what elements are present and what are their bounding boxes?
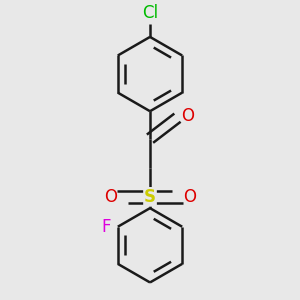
Text: O: O [181, 107, 194, 125]
Text: O: O [183, 188, 196, 206]
Text: F: F [101, 218, 111, 236]
Text: Cl: Cl [142, 4, 158, 22]
Text: O: O [104, 188, 117, 206]
Text: S: S [144, 188, 156, 206]
